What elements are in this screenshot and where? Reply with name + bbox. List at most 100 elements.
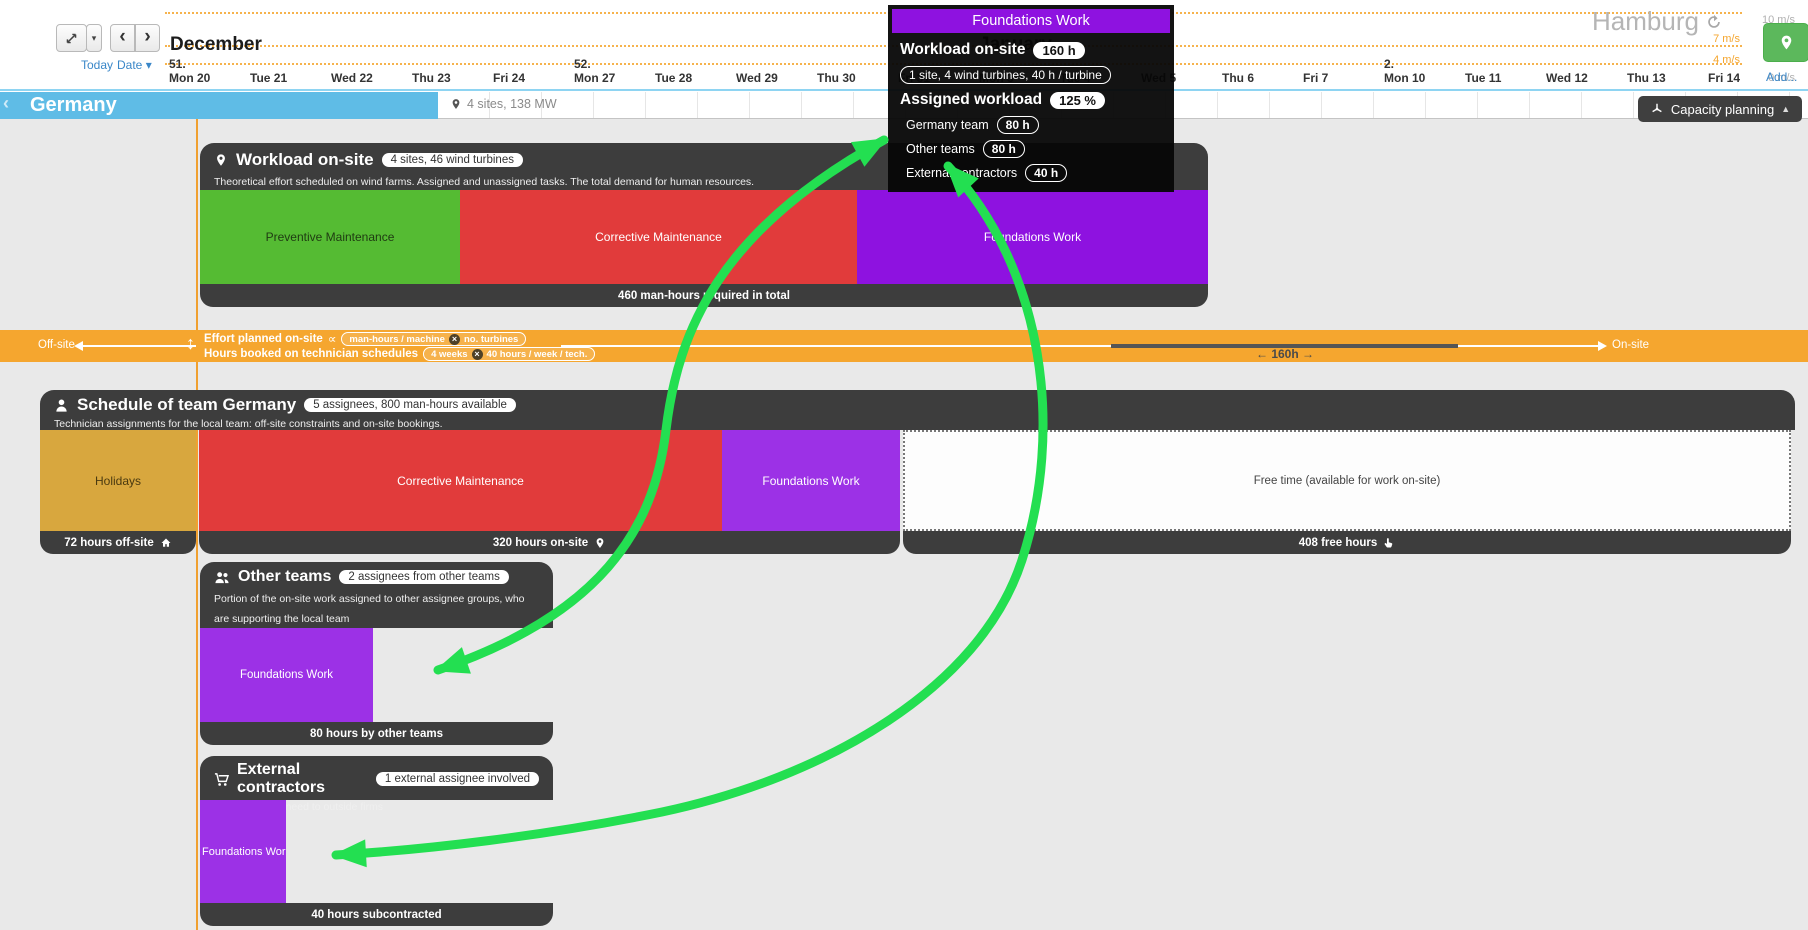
capacity-planning-button[interactable]: Capacity planning ▲ <box>1638 96 1802 122</box>
zoom-range-button[interactable] <box>56 24 87 52</box>
timeline-next-button[interactable]: › <box>135 24 160 52</box>
tooltip-other-teams-label: Other teams <box>906 142 975 156</box>
other-teams-panel-header: Other teams 2 assignees from other teams… <box>200 562 553 628</box>
hours-booked-label: Hours booked on technician schedules <box>204 348 419 360</box>
chevron-left-icon: ‹ <box>3 93 9 113</box>
home-icon <box>160 537 172 549</box>
workload-bar-corrective[interactable]: Corrective Maintenance <box>460 190 857 284</box>
day-header: Mon 10 <box>1384 71 1426 85</box>
location-pin-icon <box>594 537 606 549</box>
hours-formula-badge: 4 weeks × 40 hours / week / tech. <box>423 347 596 361</box>
schedule-panel-title: Schedule of team Germany <box>77 395 297 414</box>
today-link[interactable]: Today <box>81 58 114 72</box>
current-date-line <box>196 430 198 553</box>
foundations-work-tooltip: Foundations Work Workload on-site 160 h … <box>888 5 1174 192</box>
contractors-title: External contractors <box>237 761 326 796</box>
tooltip-title: Foundations Work <box>892 9 1170 33</box>
tooltip-contractors-value: 40 h <box>1025 164 1068 182</box>
wind-turbine-icon <box>1650 102 1664 116</box>
other-teams-title: Other teams <box>238 568 332 585</box>
other-teams-description: Portion of the on-site work assigned to … <box>214 593 525 625</box>
schedule-footer-onsite: 320 hours on-site <box>199 531 900 554</box>
tooltip-germany-team-label: Germany team <box>906 118 989 132</box>
flow-band-row-hours: Hours booked on technician schedules 4 w… <box>204 347 596 361</box>
day-header: Mon 20 <box>169 71 211 85</box>
schedule-bar-foundations[interactable]: Foundations Work <box>722 430 900 531</box>
week-number: 2. <box>1384 57 1395 71</box>
wind-level: 7 m/s <box>1713 33 1740 45</box>
region-germany[interactable]: ‹ Germany <box>0 92 438 119</box>
day-header: Thu 23 <box>412 71 451 85</box>
region-name-label: Germany <box>30 94 117 116</box>
week-number: 52. <box>574 57 591 71</box>
other-teams-badge: 2 assignees from other teams <box>339 570 509 584</box>
day-header: Wed 22 <box>331 71 373 85</box>
flow-line <box>561 345 1601 347</box>
multiply-icon: × <box>471 348 483 360</box>
day-header: Tue 11 <box>1465 71 1502 85</box>
shopping-cart-icon <box>214 772 229 787</box>
proportional-symbol: ∝ <box>327 332 337 346</box>
day-header: Thu 30 <box>817 71 856 85</box>
tooltip-workload-label: Workload on-site <box>900 41 1026 58</box>
other-teams-footer: 80 hours by other teams <box>200 722 553 745</box>
off-site-label: Off-site <box>38 339 75 351</box>
flow-line <box>82 345 196 347</box>
region-meta-label: 4 sites, 138 MW <box>467 97 557 111</box>
add-link[interactable]: Add... <box>1766 70 1798 84</box>
schedule-bar-free-time[interactable]: Free time (available for work on-site) <box>903 430 1791 531</box>
people-icon <box>214 570 230 585</box>
schedule-bar-corrective[interactable]: Corrective Maintenance <box>199 430 722 531</box>
refresh-icon[interactable] <box>1706 14 1722 30</box>
timeline-prev-button[interactable]: ‹ <box>110 24 135 52</box>
location-pin-icon <box>214 153 228 167</box>
region-meta: 4 sites, 138 MW <box>450 97 557 111</box>
month-label-december: December <box>170 34 262 55</box>
chevron-up-icon: ▲ <box>1781 104 1791 114</box>
workload-badge: 4 sites, 46 wind turbines <box>381 153 523 167</box>
schedule-footer-free: 408 free hours <box>903 531 1791 554</box>
workload-bar-preventive[interactable]: Preventive Maintenance <box>200 190 460 284</box>
hand-pointer-icon <box>1383 537 1395 549</box>
workload-panel-title: Workload on-site <box>236 150 374 169</box>
wind-level: 4 m/s <box>1713 54 1740 66</box>
arrow-up-down-icon: ↕ <box>186 333 195 353</box>
duration-label: ← 160h → <box>1255 347 1315 361</box>
multiply-icon: × <box>448 333 460 345</box>
flow-band-row-effort: Effort planned on-site ∝ man-hours / mac… <box>204 332 527 346</box>
schedule-badge: 5 assignees, 800 man-hours available <box>304 398 516 412</box>
expand-diagonal-icon <box>65 32 78 45</box>
effort-planned-label: Effort planned on-site <box>204 333 323 345</box>
chevron-right-icon: › <box>144 26 151 47</box>
tooltip-germany-team-value: 80 h <box>996 116 1039 134</box>
contractors-footer: 40 hours subcontracted <box>200 903 553 926</box>
capacity-planning-label: Capacity planning <box>1670 101 1775 117</box>
day-header: Wed 29 <box>736 71 778 85</box>
person-icon <box>54 398 69 413</box>
workload-bar-foundations[interactable]: Foundations Work <box>857 190 1208 284</box>
day-header: Mon 27 <box>574 71 616 85</box>
contractors-bar-foundations[interactable]: Foundations Work <box>200 800 286 903</box>
date-dropdown[interactable]: Date ▾ <box>117 58 152 72</box>
weather-location-label: Hamburg <box>1592 6 1699 36</box>
caret-down-icon: ▾ <box>145 58 152 72</box>
chevron-left-icon: ‹ <box>119 26 126 47</box>
caret-down-icon: ▾ <box>91 32 97 43</box>
tooltip-assigned-label: Assigned workload <box>900 91 1043 108</box>
schedule-footer-offsite: 72 hours off-site <box>40 531 196 554</box>
day-header: Fri 14 <box>1708 71 1741 85</box>
zoom-range-caret-button[interactable]: ▾ <box>86 24 102 52</box>
add-site-button[interactable] <box>1763 23 1808 62</box>
location-pin-icon <box>450 98 462 110</box>
tooltip-contractors-label: External contractors <box>906 166 1018 180</box>
on-site-label: On-site <box>1612 339 1650 351</box>
schedule-bar-holidays[interactable]: Holidays <box>40 430 196 531</box>
day-header: Fri 7 <box>1303 71 1329 85</box>
flow-band: Off-site ↕ Effort planned on-site ∝ man-… <box>0 330 1808 362</box>
contractors-panel-header: External contractors 1 external assignee… <box>200 756 553 813</box>
week-number: 51. <box>169 57 186 71</box>
other-teams-bar-foundations[interactable]: Foundations Work <box>200 628 373 722</box>
workload-footer: 460 man-hours required in total <box>200 284 1208 307</box>
day-header: Wed 12 <box>1546 71 1588 85</box>
